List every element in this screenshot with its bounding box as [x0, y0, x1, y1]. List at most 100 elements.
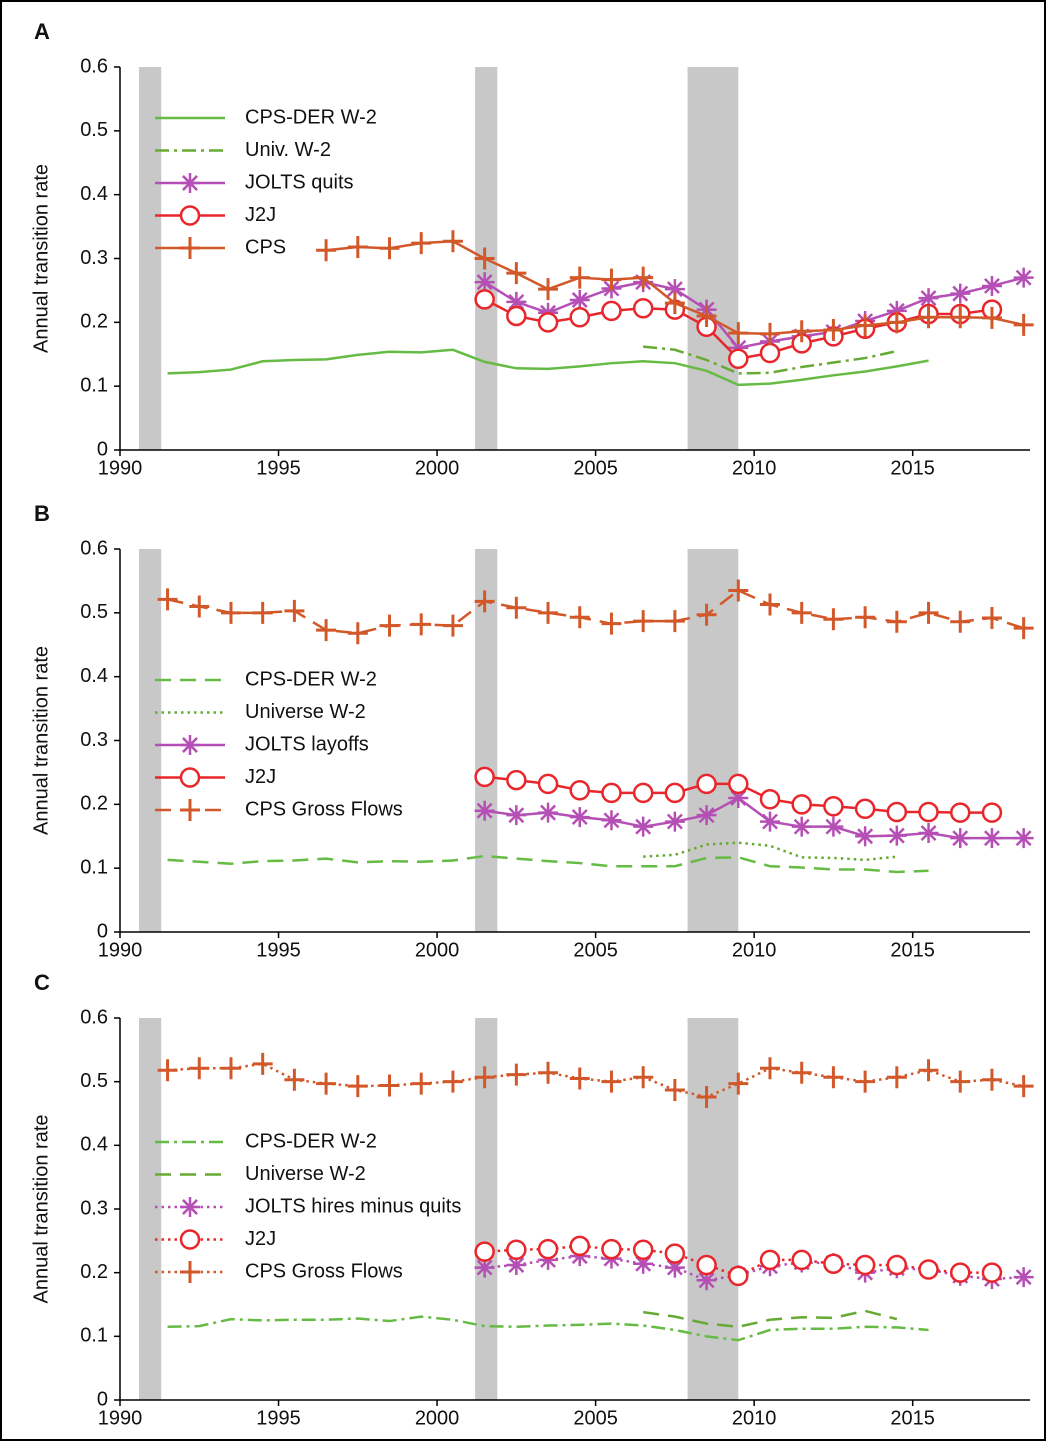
marker — [569, 289, 590, 310]
panel-label: C — [34, 970, 50, 995]
marker-plus — [633, 266, 654, 289]
marker — [696, 603, 717, 626]
marker-plus — [791, 1061, 812, 1084]
marker-circle — [569, 1235, 591, 1257]
marker-plus — [316, 1072, 337, 1095]
marker — [633, 266, 654, 289]
marker — [886, 300, 907, 321]
marker-plus — [823, 608, 844, 631]
marker-plus — [569, 266, 590, 289]
marker — [569, 1067, 590, 1090]
marker — [506, 291, 527, 312]
marker — [696, 773, 717, 795]
marker — [189, 595, 210, 618]
marker — [632, 298, 654, 319]
marker-circle — [601, 300, 622, 322]
marker-star — [981, 275, 1002, 296]
marker — [981, 275, 1002, 296]
marker — [823, 1066, 844, 1089]
marker-circle — [728, 773, 749, 795]
marker — [180, 1261, 200, 1283]
marker — [950, 306, 971, 329]
marker — [442, 230, 463, 253]
marker — [823, 318, 844, 341]
marker — [474, 766, 495, 788]
marker — [981, 606, 1002, 629]
series-line — [167, 348, 929, 387]
x-tick-label: 2015 — [890, 939, 935, 961]
marker-plus — [538, 278, 559, 301]
marker — [664, 279, 685, 300]
marker-circle — [759, 788, 781, 810]
marker-star — [538, 802, 559, 823]
x-tick-label: 2000 — [415, 457, 460, 479]
marker-circle — [759, 1249, 781, 1271]
marker — [886, 1254, 908, 1276]
x-tick-label: 2005 — [573, 939, 618, 961]
marker — [601, 782, 622, 804]
recession-band — [475, 549, 498, 932]
legend-label: CPS-DER W-2 — [245, 106, 377, 128]
marker — [981, 1262, 1003, 1283]
marker — [950, 283, 971, 304]
marker-star — [569, 807, 590, 828]
marker — [886, 801, 908, 823]
marker-star — [474, 272, 495, 293]
marker-star — [823, 816, 844, 837]
legend-label: Univ. W-2 — [245, 139, 331, 161]
marker-plus — [506, 1063, 527, 1086]
legend-label: CPS-DER W-2 — [245, 1130, 377, 1152]
marker — [854, 1254, 876, 1276]
marker-circle — [854, 1254, 876, 1276]
marker — [632, 1239, 654, 1260]
marker-plus — [538, 601, 559, 624]
marker — [180, 173, 200, 193]
marker-plus — [220, 601, 241, 624]
marker — [728, 787, 749, 808]
marker — [442, 614, 463, 637]
marker — [823, 608, 844, 631]
marker — [474, 590, 495, 613]
marker-plus — [411, 232, 432, 255]
marker — [569, 780, 591, 801]
marker — [633, 610, 654, 633]
marker-plus — [950, 306, 971, 329]
marker — [696, 304, 717, 327]
marker — [316, 239, 337, 262]
marker-star — [728, 787, 749, 808]
marker-plus — [506, 262, 527, 285]
marker — [180, 1197, 200, 1217]
marker — [506, 305, 527, 327]
marker — [538, 1061, 559, 1084]
marker-star — [950, 283, 971, 304]
marker-star — [474, 800, 495, 821]
marker — [474, 272, 495, 293]
marker — [664, 811, 685, 832]
marker — [855, 314, 876, 337]
marker — [180, 799, 200, 821]
marker — [506, 1255, 527, 1276]
y-tick-label: 0.4 — [80, 1134, 108, 1156]
marker — [601, 1070, 622, 1093]
legend-label: JOLTS quits — [245, 171, 354, 193]
marker — [664, 292, 685, 315]
marker-circle — [474, 289, 495, 310]
marker — [791, 816, 812, 837]
marker — [506, 1239, 527, 1260]
x-tick-label: 2005 — [573, 457, 618, 479]
marker-plus — [601, 268, 622, 291]
marker-plus — [918, 601, 939, 624]
marker — [506, 1063, 527, 1086]
x-tick-label: 1990 — [98, 457, 143, 479]
marker-star — [1013, 267, 1034, 288]
marker — [506, 262, 527, 285]
marker — [379, 1074, 400, 1097]
marker — [474, 1241, 495, 1262]
x-tick-label: 2015 — [890, 457, 935, 479]
marker-circle — [759, 342, 781, 364]
marker-plus — [696, 1085, 717, 1108]
marker-plus — [760, 322, 780, 345]
marker-plus — [474, 247, 495, 270]
marker — [633, 1066, 654, 1089]
marker — [537, 312, 559, 333]
